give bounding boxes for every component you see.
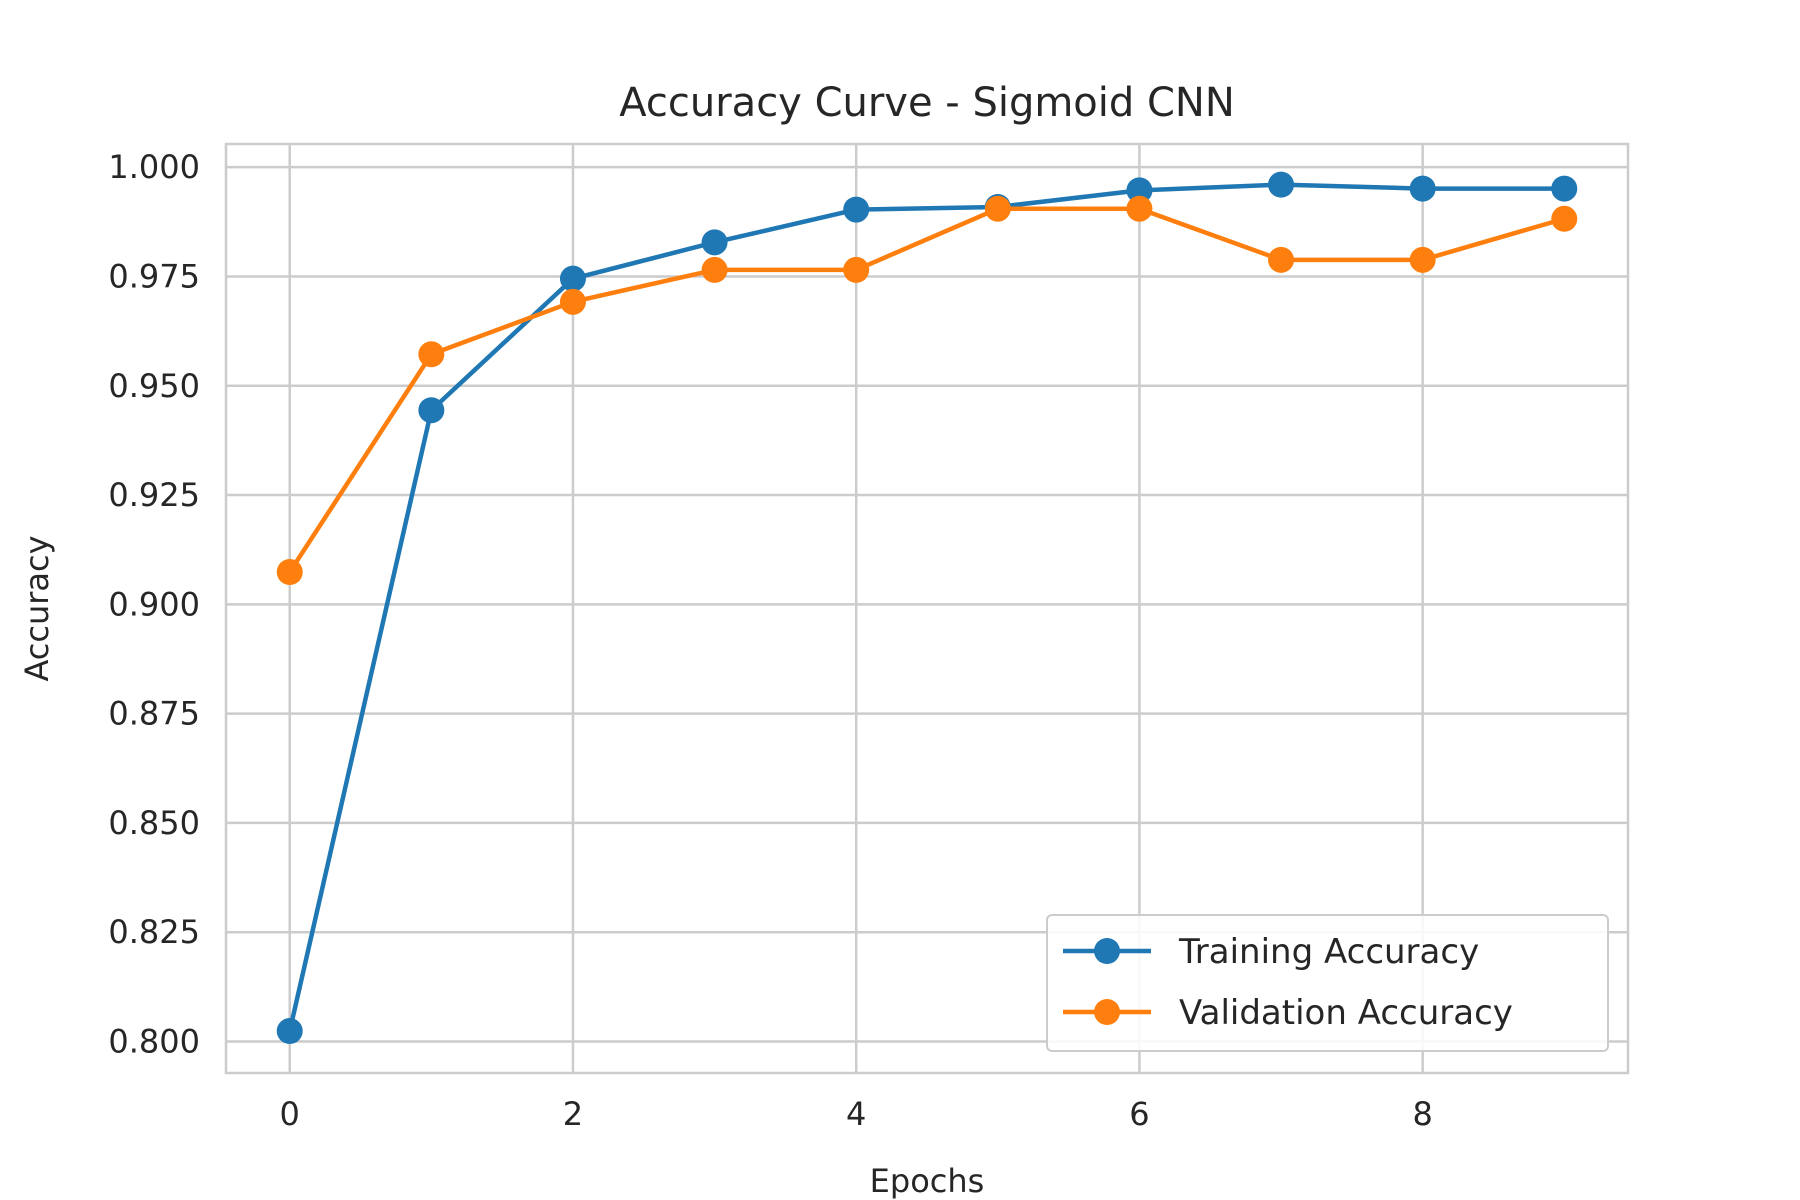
- y-tick-label: 0.975: [108, 257, 200, 295]
- legend-items: Training Accuracy Validation Accuracy: [1063, 932, 1513, 1033]
- legend-label: Training Accuracy: [1178, 932, 1479, 972]
- legend-label: Validation Accuracy: [1179, 993, 1513, 1033]
- y-tick-label: 0.875: [108, 695, 200, 733]
- data-point: [1409, 175, 1436, 202]
- y-tick-label: 0.825: [108, 913, 200, 951]
- data-point: [701, 229, 728, 256]
- data-point: [843, 256, 870, 283]
- data-point: [701, 256, 728, 283]
- legend: Training Accuracy Validation Accuracy: [1046, 914, 1609, 1052]
- data-point: [559, 288, 586, 315]
- x-tick-label: 2: [563, 1095, 583, 1133]
- data-point: [1126, 195, 1153, 222]
- data-point: [1268, 246, 1295, 273]
- legend-item: Training Accuracy: [1063, 932, 1479, 972]
- chart-title: Accuracy Curve - Sigmoid CNN: [619, 80, 1235, 126]
- data-point: [276, 1018, 303, 1045]
- x-axis-label: Epochs: [870, 1162, 985, 1200]
- series-layer: [276, 171, 1578, 1045]
- y-tick-label: 0.950: [108, 367, 200, 405]
- plot-frame: [224, 142, 1630, 1075]
- data-point: [418, 341, 445, 368]
- series-line: [287, 206, 1565, 574]
- data-point: [984, 195, 1011, 222]
- y-tick-label: 0.925: [108, 476, 200, 514]
- series-line: [287, 182, 1565, 1032]
- x-tick-label: 0: [280, 1095, 300, 1133]
- legend-marker: [1094, 999, 1120, 1025]
- legend-box: [1046, 914, 1609, 1052]
- data-point: [559, 265, 586, 292]
- y-axis-label: Accuracy: [18, 535, 56, 681]
- legend-item: Validation Accuracy: [1063, 993, 1513, 1033]
- data-point: [1126, 177, 1153, 204]
- data-point: [418, 397, 445, 424]
- data-point: [276, 558, 303, 585]
- tick-labels: 0 2 4 6 8 0.800 0.825 0.850 0.875 0.900 0.925 0.950…: [108, 148, 1432, 1133]
- x-tick-label: 4: [846, 1095, 866, 1133]
- data-point: [1409, 246, 1436, 273]
- data-point: [843, 196, 870, 223]
- y-tick-label: 1.000: [108, 148, 200, 186]
- y-tick-label: 0.850: [108, 804, 200, 842]
- data-point: [1551, 175, 1578, 202]
- series-training: [276, 171, 1578, 1045]
- data-point: [1268, 171, 1295, 198]
- y-tick-label: 0.900: [108, 585, 200, 623]
- y-tick-label: 0.800: [108, 1023, 200, 1061]
- series-validation: [276, 195, 1578, 585]
- x-tick-label: 8: [1412, 1095, 1432, 1133]
- data-point: [1551, 205, 1578, 232]
- x-tick-label: 6: [1129, 1095, 1149, 1133]
- legend-marker: [1094, 938, 1120, 964]
